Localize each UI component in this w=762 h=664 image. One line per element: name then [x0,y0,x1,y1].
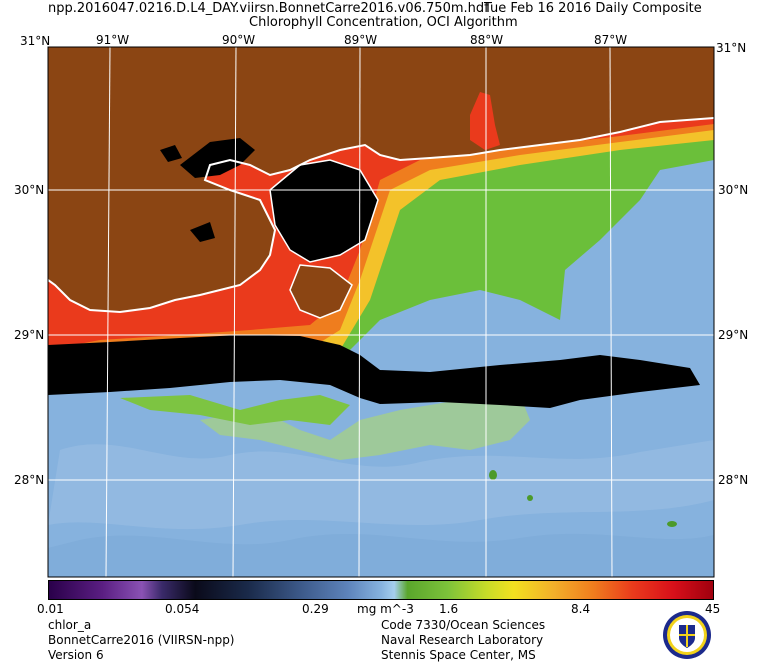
colorbar-tick-4: 8.4 [571,602,591,616]
lat-label-right-30n: 30°N [718,183,749,197]
nrl-seal-logo [663,611,711,659]
lon-label-91w: 91°W [96,33,130,47]
mississippi-delta [290,265,352,318]
footer-product-name: chlor_a [48,618,92,632]
colorbar-tick-3: 1.6 [439,602,459,616]
chlorophyll-plume-light-green [200,395,530,460]
corner-lat-label-top-left: 31°N [20,34,51,48]
ocean-swirl [48,440,714,530]
colorbar [48,580,714,600]
delta-coastline [289,264,353,319]
lake-borgne-area [270,160,378,262]
footer-version: Version 6 [48,648,104,662]
lake-pontchartrain [180,138,255,178]
footer-org-location: Stennis Space Center, MS [381,648,536,662]
map-border [47,46,715,578]
island-patch [527,495,533,501]
chlorophyll-map [47,46,715,578]
lat-label-left-28n: 28°N [14,473,45,487]
colorbar-units: mg m^-3 [357,602,414,616]
footer-dataset: BonnetCarre2016 (VIIRSN-npp) [48,633,235,647]
island-patch [489,470,497,480]
land-area [48,47,714,312]
ocean-swirl [48,533,714,577]
lon-label-89w: 89°W [344,33,378,47]
file-name-title: npp.2016047.0216.D.L4_DAY.viirsn.BonnetC… [48,1,489,16]
island-patch [667,521,677,527]
lon-label-88w: 88°W [470,33,504,47]
graticule [48,47,714,577]
lake-maurepas [160,145,182,162]
lon-label-90w: 90°W [222,33,256,47]
footer-org-name: Naval Research Laboratory [381,633,544,647]
colorbar-tick-0: 0.01 [37,602,64,616]
colorbar-tick-2: 0.29 [302,602,329,616]
lat-label-right-28n: 28°N [718,473,749,487]
lake-coastline [269,159,379,263]
lat-label-left-29n: 29°N [14,328,45,342]
lon-label-87w: 87°W [594,33,628,47]
product-title: Chlorophyll Concentration, OCI Algorithm [249,15,518,30]
date-title: Tue Feb 16 2016 Daily Composite [484,1,702,16]
mobile-bay [470,92,500,150]
chlorophyll-plume-green [120,395,350,425]
barataria-bay [190,222,215,242]
corner-lat-label-top-right: 31°N [716,41,747,55]
lat-label-right-29n: 29°N [718,328,749,342]
coastline [48,117,714,314]
colorbar-tick-5: 45 [705,602,721,616]
footer-org-code: Code 7330/Ocean Sciences [381,618,546,632]
lat-label-left-30n: 30°N [14,183,45,197]
colorbar-tick-1: 0.054 [165,602,200,616]
no-data-swath [48,335,700,408]
